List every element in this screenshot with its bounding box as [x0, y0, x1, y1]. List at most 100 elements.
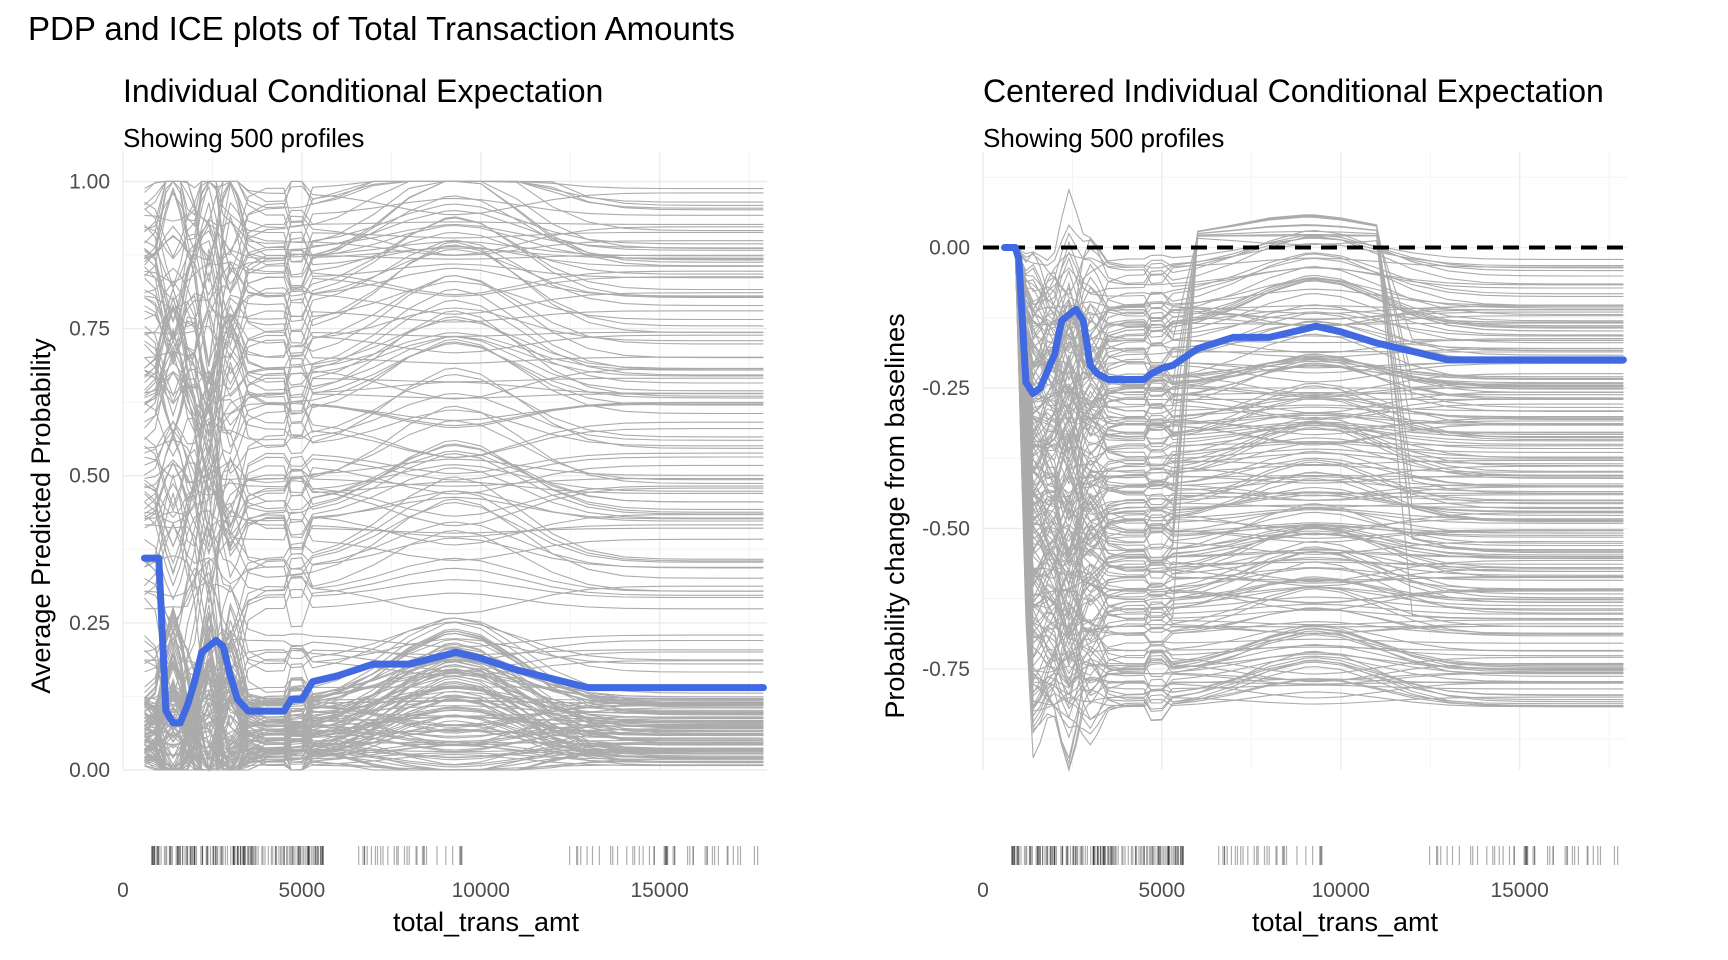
ice-profile-line [144, 223, 764, 358]
ice-profile-line [1004, 246, 1624, 634]
rug-marks [151, 846, 759, 865]
ice-profile-line [144, 304, 764, 438]
ice-profile-line [144, 689, 764, 771]
ice-profile-line [144, 529, 764, 722]
ice-profile-line [1004, 246, 1624, 675]
ice-profile-line [144, 180, 764, 296]
ice-profile-line [1004, 246, 1624, 523]
ice-profile-line [1004, 246, 1624, 506]
ice-profile-line [1004, 246, 1624, 664]
ice-profile-line [1004, 246, 1624, 421]
ice-profile-line [1004, 232, 1624, 318]
ice-profile-line [1004, 246, 1624, 531]
ice-profile-line [144, 474, 764, 635]
ice-profile-line [144, 280, 764, 386]
ice-profile-line [1004, 246, 1624, 422]
ice-profile-line [144, 235, 764, 380]
ice-profile-line [144, 287, 764, 405]
ice-profile-line [144, 687, 764, 772]
x-tick-label: 10000 [1312, 879, 1370, 902]
ice-profile-line [144, 463, 764, 604]
y-axis-title: Probability change from baselines [880, 313, 910, 718]
ice-profile-line [144, 668, 764, 771]
ice-profile-line [144, 259, 764, 437]
ice-profile-line [144, 329, 764, 537]
ice-profile-line [1004, 246, 1624, 576]
ice-profile-line [144, 241, 764, 386]
ice-profile-line [1004, 246, 1624, 705]
ice-profile-line [144, 510, 764, 593]
ice-profile-line [144, 734, 764, 771]
ice-profile-line [144, 680, 764, 771]
ice-profile-line [1004, 246, 1624, 624]
x-tick-label: 10000 [452, 879, 510, 902]
ice-profile-line [1004, 246, 1624, 422]
ice-profile-line [144, 523, 764, 585]
ice-profile-line [1004, 246, 1624, 552]
ice-profile-line [144, 218, 764, 278]
x-tick-label: 0 [977, 879, 989, 902]
ice-profile-line [144, 498, 764, 629]
ice-profile-line [1004, 246, 1624, 695]
ice-profile-line [1004, 246, 1624, 532]
ice-profile-line [1004, 246, 1624, 473]
ice-profiles [144, 180, 764, 772]
ice-profile-line [1004, 246, 1624, 456]
ice-profile-line [144, 267, 764, 412]
ice-profile-line [144, 420, 764, 579]
ice-profile-line [144, 217, 764, 360]
ice-profile-line [1004, 187, 1624, 269]
ice-profile-line [1004, 246, 1624, 382]
ice-profile-line [144, 419, 764, 585]
ice-profile-line [144, 180, 764, 306]
ice-profile-line [1004, 246, 1624, 709]
x-axis-title: total_trans_amt [393, 907, 580, 937]
ice-profile-line [144, 180, 764, 260]
ice-profile-line [144, 180, 764, 289]
ice-profile-line [144, 209, 764, 324]
ice-profile-line [1004, 246, 1624, 332]
ice-profile-line [144, 617, 764, 734]
y-tick-label: 1.00 [69, 170, 110, 193]
ice-profile-line [1004, 246, 1624, 367]
panel-subtitle: Showing 500 profiles [983, 123, 1224, 153]
ice-profile-line [1004, 246, 1624, 303]
ice-profile-line [144, 445, 764, 552]
pdp-average-line [1001, 244, 1627, 398]
panel-title: Centered Individual Conditional Expectat… [983, 73, 1604, 109]
ice-profile-line [1004, 236, 1624, 312]
ice-profile-line [144, 492, 764, 695]
ice-profile-line [1004, 246, 1624, 641]
ice-profile-line [1004, 246, 1624, 367]
ice-profile-line [144, 653, 764, 771]
ice-profile-line [1004, 246, 1624, 350]
x-tick-label: 0 [117, 879, 129, 902]
ice-profile-line [1004, 246, 1624, 552]
ice-profile-line [1004, 246, 1624, 572]
y-tick-label: -0.50 [922, 517, 970, 540]
figure-title: PDP and ICE plots of Total Transaction A… [28, 10, 735, 47]
ice-profile-line [1004, 246, 1624, 636]
ice-profile-line [1004, 246, 1624, 599]
ice-profile-line [1004, 246, 1624, 712]
ice-profile-line [1004, 246, 1624, 348]
ice-profile-line [1004, 240, 1624, 321]
ice-profile-line [144, 349, 764, 455]
centered-ice-panel: 0 5000 10000 15000 -0.75 -0.50 -0.25 0.00 Cente… [880, 73, 1627, 937]
ice-profile-line [1004, 246, 1624, 443]
ice-profile-line [1004, 246, 1624, 368]
ice-profile-line [144, 601, 764, 772]
ice-profile-line [1004, 246, 1624, 425]
ice-profile-line [1004, 246, 1624, 760]
x-tick-label: 15000 [630, 879, 688, 902]
ice-profile-line [1004, 235, 1624, 330]
ice-profile-line [1004, 246, 1624, 720]
ice-profile-line [1004, 246, 1624, 746]
ice-profile-line [144, 510, 764, 588]
ice-profile-line [144, 559, 764, 729]
ice-profile-line [1004, 246, 1624, 631]
ice-profile-line [1004, 246, 1624, 333]
x-tick-label: 5000 [1139, 879, 1186, 902]
ice-profile-line [144, 459, 764, 601]
